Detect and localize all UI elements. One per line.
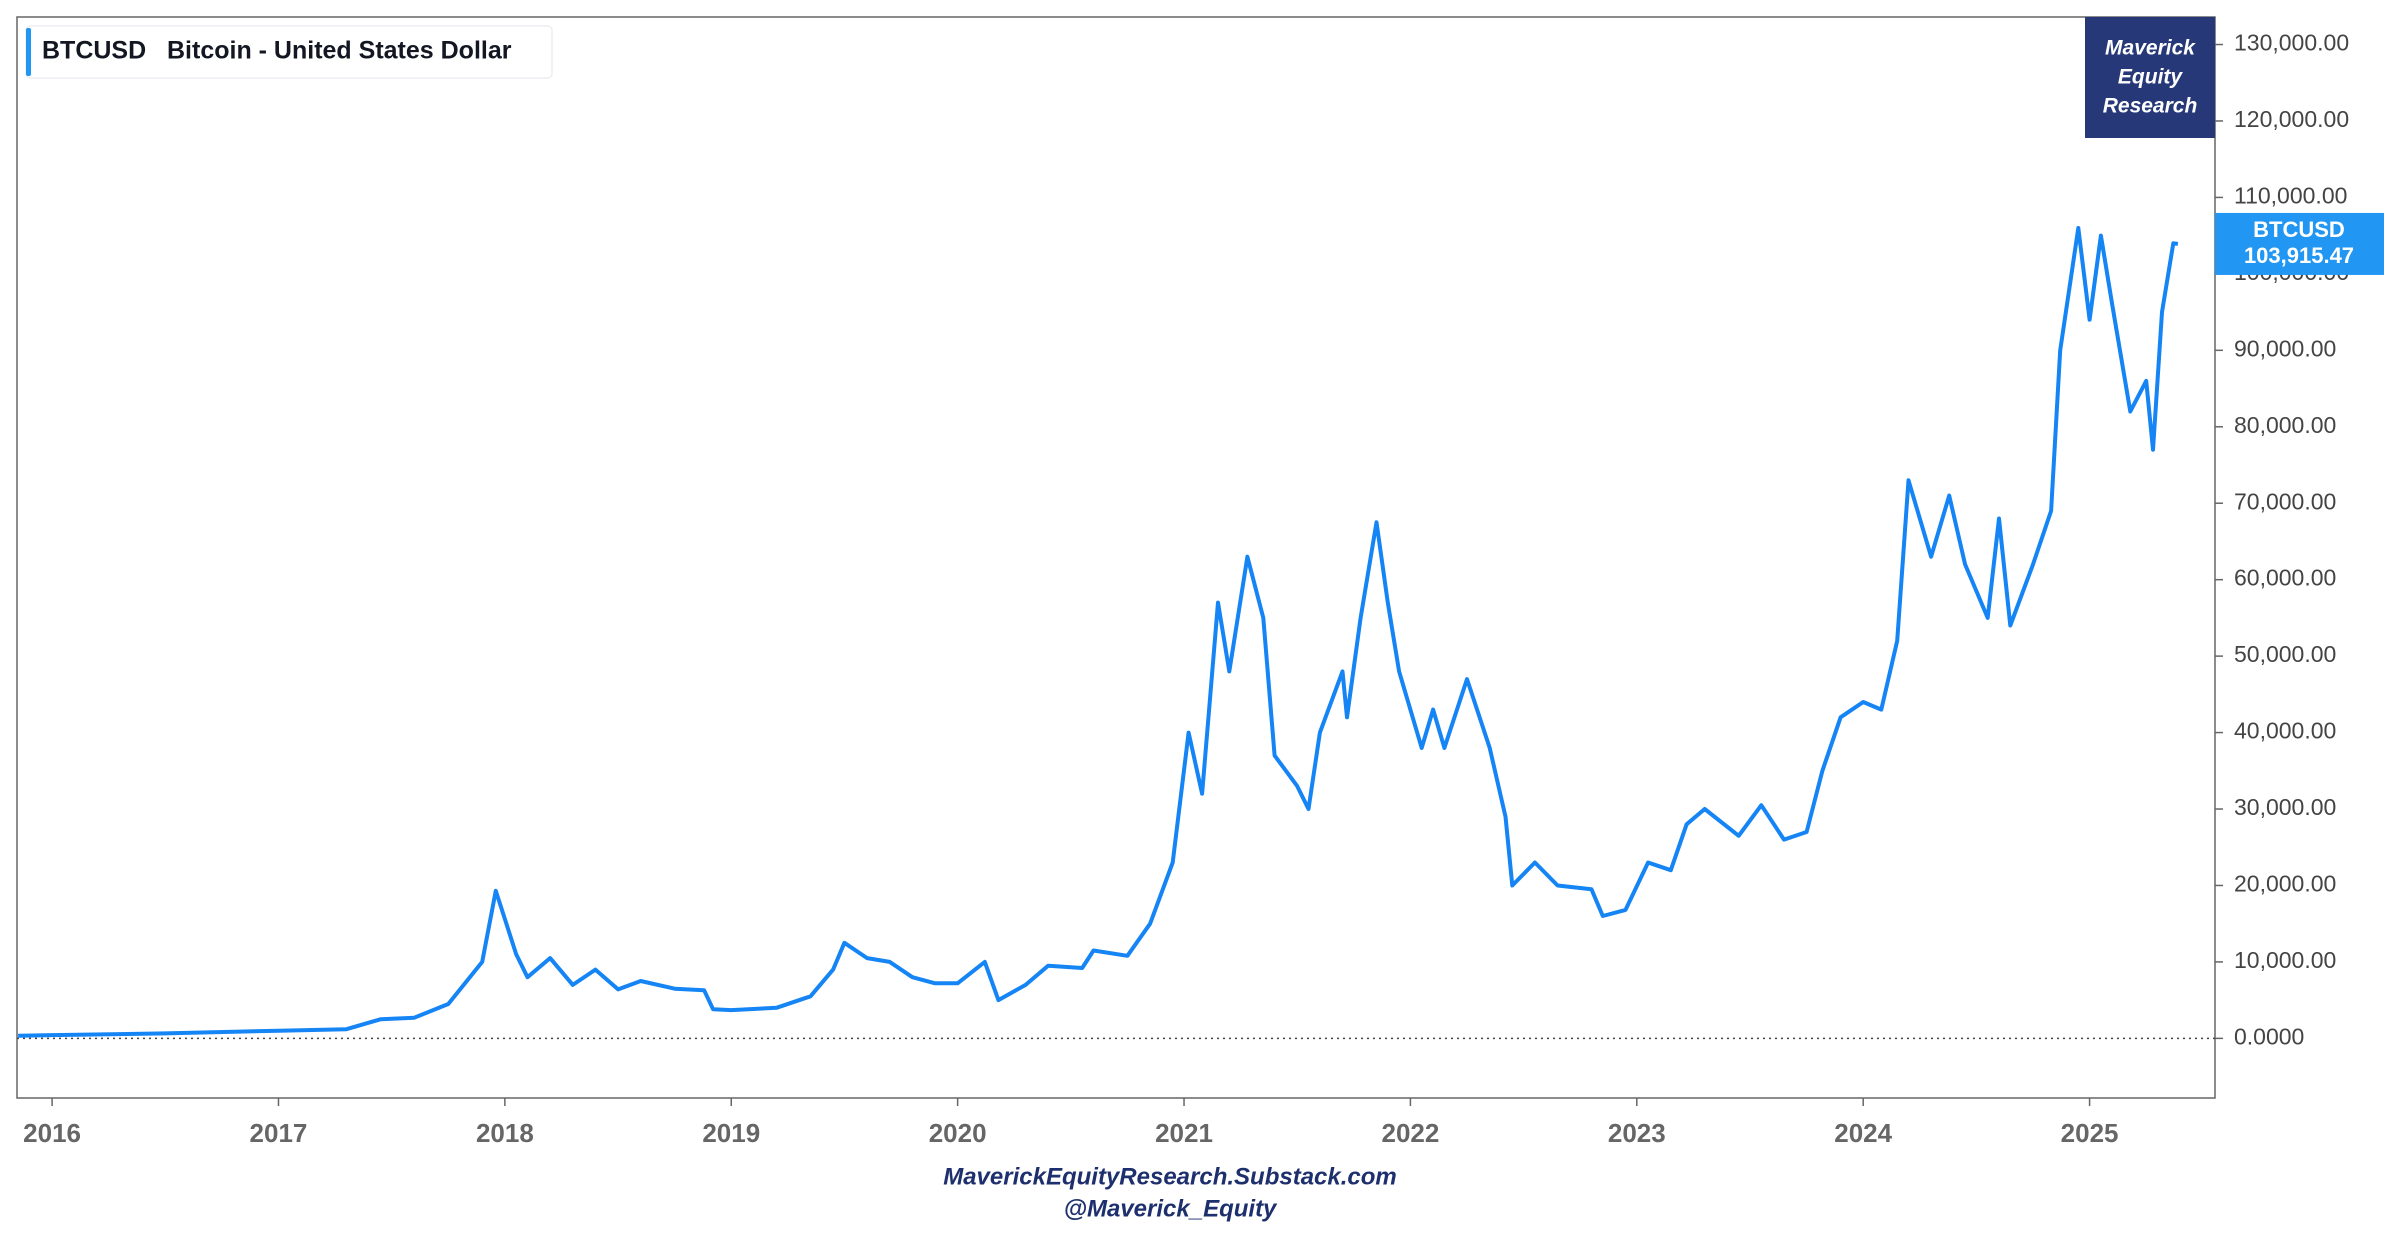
y-tick-label: 110,000.00 — [2234, 182, 2347, 208]
price-badge-value: 103,915.47 — [2244, 243, 2354, 268]
y-tick-label: 40,000.00 — [2234, 718, 2336, 744]
y-tick-label: 90,000.00 — [2234, 335, 2336, 361]
x-tick-label: 2018 — [476, 1118, 534, 1148]
x-tick-label: 2022 — [1381, 1118, 1439, 1148]
legend-marker — [26, 28, 31, 76]
watermark-box — [2085, 17, 2215, 138]
x-tick-label: 2025 — [2061, 1118, 2119, 1148]
y-tick-label: 10,000.00 — [2234, 947, 2336, 973]
y-tick-label: 130,000.00 — [2234, 30, 2349, 56]
watermark-text: Equity — [2118, 66, 2183, 89]
y-tick-label: 120,000.00 — [2234, 106, 2349, 132]
footer-text: @Maverick_Equity — [1064, 1195, 1278, 1222]
price-badge — [2215, 212, 2384, 275]
watermark-text: Research — [2103, 95, 2198, 118]
y-tick-label: 60,000.00 — [2234, 565, 2336, 591]
x-tick-label: 2021 — [1155, 1118, 1213, 1148]
y-tick-label: 70,000.00 — [2234, 488, 2336, 514]
legend-symbol: BTCUSD — [42, 37, 146, 65]
y-tick-label: 0.0000 — [2234, 1023, 2304, 1049]
x-tick-label: 2017 — [250, 1118, 308, 1148]
x-tick-label: 2024 — [1834, 1118, 1892, 1148]
y-tick-label: 30,000.00 — [2234, 794, 2336, 820]
x-tick-label: 2019 — [702, 1118, 760, 1148]
price-badge-name: BTCUSD — [2253, 217, 2345, 242]
x-tick-label: 2016 — [23, 1118, 81, 1148]
legend-description: Bitcoin - United States Dollar — [167, 37, 512, 65]
y-tick-label: 80,000.00 — [2234, 412, 2336, 438]
plot-frame — [16, 16, 2216, 1099]
x-tick-label: 2023 — [1608, 1118, 1666, 1148]
y-tick-label: 50,000.00 — [2234, 641, 2336, 667]
watermark-text: Maverick — [2105, 37, 2196, 60]
footer-text: MaverickEquityResearch.Substack.com — [943, 1163, 1397, 1190]
price-line — [18, 226, 2179, 1038]
x-tick-label: 2020 — [929, 1118, 987, 1148]
y-tick-label: 20,000.00 — [2234, 871, 2336, 897]
